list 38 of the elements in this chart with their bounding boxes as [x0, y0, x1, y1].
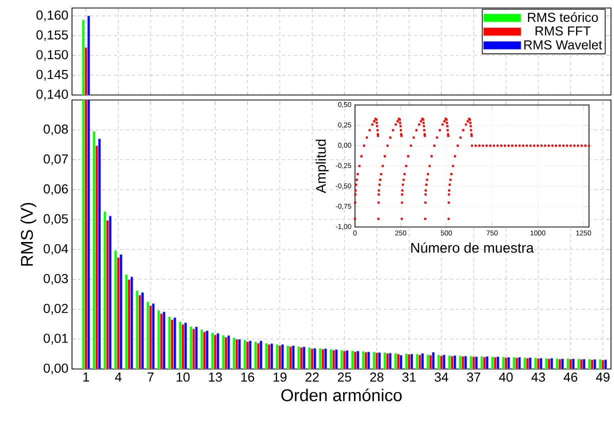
x-tick-label: 10 — [176, 372, 190, 382]
x-tick-label: 37 — [466, 372, 480, 382]
y-tick-label: 0,06 — [44, 184, 68, 196]
x-tick-label: 34 — [434, 372, 448, 382]
x-tick-label: 7 — [148, 372, 154, 382]
x-tick-label: 4 — [114, 372, 122, 382]
y-tick-label: 0,140 — [36, 90, 68, 100]
y-tick-label: 0,160 — [36, 10, 68, 22]
y-tick-label: 0,150 — [36, 50, 68, 61]
x-tick-label: 40 — [499, 372, 513, 382]
x-tick-label: 28 — [370, 372, 384, 382]
x-tick-label: 1 — [83, 372, 89, 382]
y-tick-label: 0,03 — [44, 274, 68, 285]
legend-label: RMS Wavelet — [524, 40, 602, 50]
x-tick-label: 16 — [241, 372, 254, 382]
x-tick-label: 46 — [564, 372, 578, 382]
y-tick-label: 0,02 — [44, 304, 68, 315]
y-tick-label: 0,01 — [44, 334, 68, 344]
x-tick-label: 43 — [531, 372, 545, 382]
y-tick-label: 0,155 — [36, 30, 68, 42]
y-tick-label: 0,05 — [44, 214, 68, 225]
y-tick-label: 0,00 — [44, 364, 68, 374]
legend-label: RMS teórico — [528, 12, 598, 22]
x-axis-title: Número de muestra — [411, 242, 534, 253]
y-tick-label: 0,07 — [44, 154, 68, 166]
x-tick-label: 49 — [596, 372, 610, 382]
y-tick-label: 0,08 — [44, 124, 68, 136]
x-axis-title: Orden armónico — [281, 388, 402, 402]
x-tick-label: 22 — [306, 372, 319, 382]
legend-label: RMS FFT — [536, 26, 591, 36]
y-tick-label: 0,145 — [36, 70, 68, 81]
y-axis-title: RMS (V) — [20, 202, 36, 266]
y-tick-label: 0,04 — [44, 244, 68, 255]
x-tick-label: 19 — [274, 372, 286, 382]
x-tick-label: 13 — [208, 372, 222, 382]
x-tick-label: 25 — [338, 372, 352, 382]
x-tick-label: 31 — [402, 372, 416, 382]
y-axis-title: Amplitud — [316, 140, 329, 194]
